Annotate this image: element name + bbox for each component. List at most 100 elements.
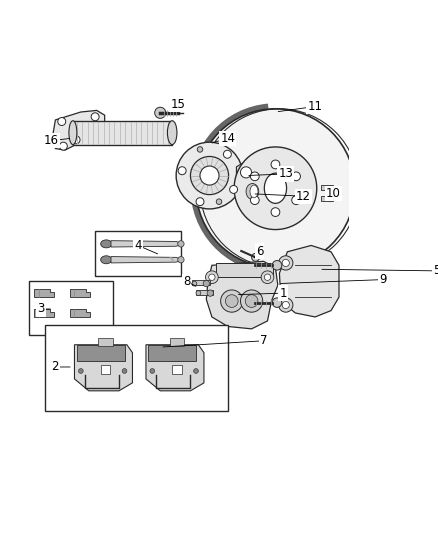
Circle shape	[60, 142, 67, 150]
Circle shape	[251, 253, 260, 261]
Circle shape	[264, 274, 271, 280]
Circle shape	[196, 109, 355, 268]
Circle shape	[178, 256, 184, 263]
Bar	[77, 345, 124, 361]
Text: 8: 8	[183, 274, 190, 288]
Bar	[196, 290, 213, 295]
Polygon shape	[74, 345, 132, 391]
Circle shape	[240, 167, 251, 178]
Bar	[172, 365, 182, 374]
Circle shape	[328, 186, 332, 191]
Text: 16: 16	[44, 134, 59, 147]
Text: 1: 1	[279, 287, 287, 300]
Text: 5: 5	[433, 264, 438, 277]
Circle shape	[292, 196, 300, 205]
Ellipse shape	[69, 121, 77, 144]
Circle shape	[272, 261, 282, 270]
Polygon shape	[70, 289, 89, 297]
Bar	[29, 281, 113, 335]
Circle shape	[200, 166, 219, 185]
Text: 3: 3	[37, 303, 45, 316]
Circle shape	[122, 369, 127, 373]
Polygon shape	[52, 110, 105, 150]
Bar	[321, 196, 332, 201]
Text: 2: 2	[51, 360, 58, 374]
Text: 13: 13	[278, 167, 293, 181]
Circle shape	[207, 290, 213, 296]
Text: 14: 14	[220, 132, 235, 145]
Circle shape	[223, 150, 231, 158]
Circle shape	[328, 197, 332, 202]
Bar	[321, 185, 332, 190]
Polygon shape	[111, 256, 183, 263]
Bar	[95, 231, 181, 276]
Circle shape	[205, 271, 218, 284]
Bar	[45, 325, 228, 410]
Circle shape	[176, 142, 243, 209]
Circle shape	[72, 136, 80, 144]
Circle shape	[282, 302, 290, 309]
Polygon shape	[34, 289, 54, 297]
Bar	[101, 365, 110, 374]
Circle shape	[221, 290, 243, 312]
Circle shape	[261, 271, 274, 284]
Text: 12: 12	[296, 190, 311, 203]
Ellipse shape	[264, 173, 286, 204]
Polygon shape	[279, 246, 339, 317]
Circle shape	[279, 256, 293, 270]
Circle shape	[271, 208, 280, 216]
Circle shape	[272, 298, 282, 308]
Circle shape	[150, 369, 155, 373]
Circle shape	[197, 147, 203, 152]
Circle shape	[245, 295, 258, 308]
Text: 11: 11	[307, 100, 323, 113]
Ellipse shape	[242, 180, 263, 204]
Circle shape	[216, 199, 222, 205]
Bar	[216, 263, 273, 277]
Circle shape	[192, 281, 197, 286]
Ellipse shape	[167, 121, 177, 144]
Polygon shape	[111, 241, 183, 247]
Circle shape	[196, 198, 204, 206]
Circle shape	[78, 369, 83, 373]
Ellipse shape	[101, 240, 112, 248]
Circle shape	[178, 167, 186, 175]
Circle shape	[58, 118, 66, 125]
Circle shape	[282, 260, 290, 266]
Bar	[98, 338, 113, 346]
Ellipse shape	[250, 185, 258, 198]
Bar	[192, 280, 209, 285]
Text: 4: 4	[134, 239, 142, 252]
Circle shape	[230, 185, 237, 193]
Ellipse shape	[101, 256, 112, 264]
Polygon shape	[34, 309, 54, 317]
Circle shape	[234, 147, 317, 230]
Bar	[73, 121, 172, 144]
Circle shape	[155, 107, 166, 118]
Circle shape	[251, 196, 259, 205]
Circle shape	[279, 298, 293, 312]
Circle shape	[191, 157, 229, 195]
Text: 9: 9	[379, 273, 386, 286]
Circle shape	[194, 369, 198, 373]
Text: 15: 15	[170, 98, 185, 110]
Circle shape	[91, 113, 99, 121]
Text: 10: 10	[326, 187, 341, 200]
Polygon shape	[146, 345, 204, 391]
Bar	[148, 345, 196, 361]
Ellipse shape	[246, 183, 259, 199]
Polygon shape	[70, 309, 89, 317]
Bar	[170, 338, 184, 346]
Circle shape	[226, 295, 238, 308]
Polygon shape	[237, 161, 256, 183]
Text: 7: 7	[260, 334, 267, 348]
Circle shape	[251, 172, 259, 181]
Circle shape	[196, 290, 201, 295]
Circle shape	[240, 290, 263, 312]
Polygon shape	[206, 261, 278, 329]
Circle shape	[292, 172, 300, 181]
Text: 6: 6	[256, 245, 263, 257]
Circle shape	[271, 160, 280, 169]
Circle shape	[178, 241, 184, 247]
Circle shape	[209, 274, 215, 280]
